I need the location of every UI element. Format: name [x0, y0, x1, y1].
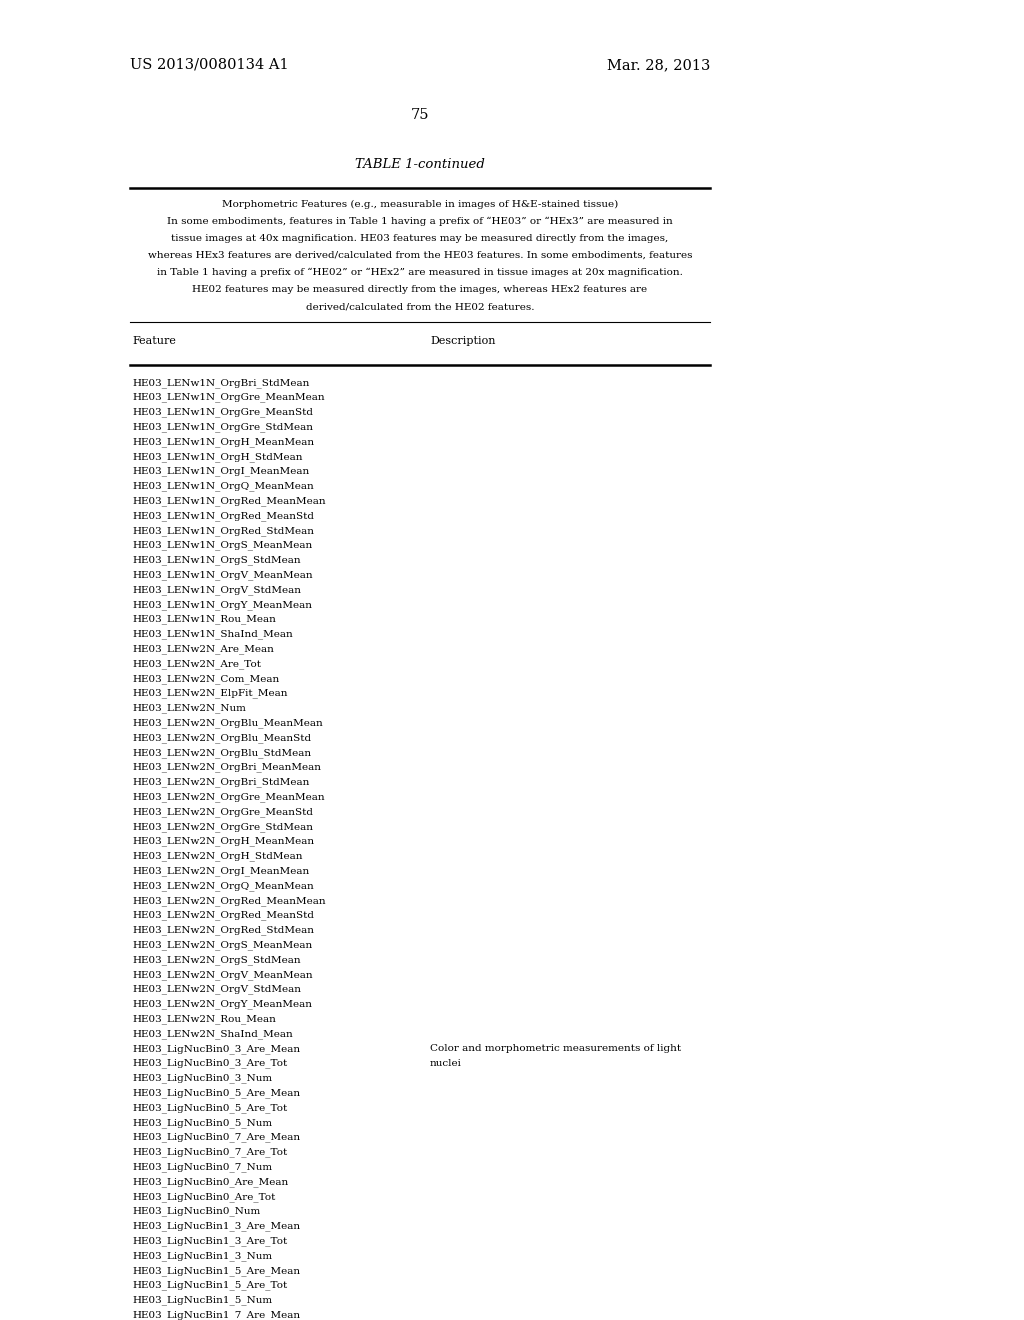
Text: HE03_LENw2N_OrgH_MeanMean: HE03_LENw2N_OrgH_MeanMean — [132, 837, 314, 846]
Text: HE03_LENw2N_ShaInd_Mean: HE03_LENw2N_ShaInd_Mean — [132, 1030, 293, 1039]
Text: HE03_LENw2N_OrgRed_MeanMean: HE03_LENw2N_OrgRed_MeanMean — [132, 896, 326, 906]
Text: HE03_LENw1N_OrgH_MeanMean: HE03_LENw1N_OrgH_MeanMean — [132, 437, 314, 447]
Text: Feature: Feature — [132, 337, 176, 346]
Text: HE03_LigNucBin1_3_Are_Mean: HE03_LigNucBin1_3_Are_Mean — [132, 1221, 300, 1232]
Text: HE03_LENw1N_Rou_Mean: HE03_LENw1N_Rou_Mean — [132, 615, 275, 624]
Text: HE03_LigNucBin0_Are_Mean: HE03_LigNucBin0_Are_Mean — [132, 1177, 288, 1187]
Text: HE02 features may be measured directly from the images, whereas HEx2 features ar: HE02 features may be measured directly f… — [193, 285, 647, 294]
Text: tissue images at 40x magnification. HE03 features may be measured directly from : tissue images at 40x magnification. HE03… — [171, 234, 669, 243]
Text: HE03_LENw1N_OrgS_MeanMean: HE03_LENw1N_OrgS_MeanMean — [132, 541, 312, 550]
Text: HE03_LENw1N_OrgV_StdMean: HE03_LENw1N_OrgV_StdMean — [132, 585, 301, 595]
Text: whereas HEx3 features are derived/calculated from the HE03 features. In some emb: whereas HEx3 features are derived/calcul… — [147, 251, 692, 260]
Text: nuclei: nuclei — [430, 1059, 462, 1068]
Text: HE03_LENw2N_OrgBlu_StdMean: HE03_LENw2N_OrgBlu_StdMean — [132, 748, 311, 758]
Text: Mar. 28, 2013: Mar. 28, 2013 — [606, 58, 710, 73]
Text: HE03_LigNucBin1_3_Are_Tot: HE03_LigNucBin1_3_Are_Tot — [132, 1237, 288, 1246]
Text: HE03_LENw1N_OrgRed_MeanMean: HE03_LENw1N_OrgRed_MeanMean — [132, 496, 326, 506]
Text: derived/calculated from the HE02 features.: derived/calculated from the HE02 feature… — [306, 302, 535, 312]
Text: HE03_LENw2N_Num: HE03_LENw2N_Num — [132, 704, 246, 713]
Text: HE03_LigNucBin0_5_Num: HE03_LigNucBin0_5_Num — [132, 1118, 272, 1127]
Text: HE03_LENw1N_OrgBri_StdMean: HE03_LENw1N_OrgBri_StdMean — [132, 378, 309, 388]
Text: HE03_LigNucBin0_3_Are_Mean: HE03_LigNucBin0_3_Are_Mean — [132, 1044, 300, 1053]
Text: HE03_LigNucBin0_7_Are_Tot: HE03_LigNucBin0_7_Are_Tot — [132, 1147, 288, 1158]
Text: HE03_LENw2N_OrgV_MeanMean: HE03_LENw2N_OrgV_MeanMean — [132, 970, 312, 979]
Text: HE03_LENw2N_OrgGre_MeanStd: HE03_LENw2N_OrgGre_MeanStd — [132, 808, 313, 817]
Text: HE03_LENw2N_OrgGre_MeanMean: HE03_LENw2N_OrgGre_MeanMean — [132, 792, 325, 803]
Text: HE03_LENw2N_Rou_Mean: HE03_LENw2N_Rou_Mean — [132, 1014, 275, 1024]
Text: HE03_LENw1N_OrgRed_MeanStd: HE03_LENw1N_OrgRed_MeanStd — [132, 511, 314, 521]
Text: HE03_LENw2N_OrgY_MeanMean: HE03_LENw2N_OrgY_MeanMean — [132, 999, 312, 1010]
Text: US 2013/0080134 A1: US 2013/0080134 A1 — [130, 58, 289, 73]
Text: HE03_LENw2N_OrgV_StdMean: HE03_LENw2N_OrgV_StdMean — [132, 985, 301, 994]
Text: HE03_LigNucBin1_5_Are_Tot: HE03_LigNucBin1_5_Are_Tot — [132, 1280, 288, 1291]
Text: 75: 75 — [411, 108, 429, 121]
Text: HE03_LENw2N_OrgBlu_MeanStd: HE03_LENw2N_OrgBlu_MeanStd — [132, 733, 311, 743]
Text: Description: Description — [430, 337, 496, 346]
Text: HE03_LENw1N_OrgQ_MeanMean: HE03_LENw1N_OrgQ_MeanMean — [132, 482, 313, 491]
Text: Color and morphometric measurements of light: Color and morphometric measurements of l… — [430, 1044, 681, 1053]
Text: HE03_LigNucBin0_7_Are_Mean: HE03_LigNucBin0_7_Are_Mean — [132, 1133, 300, 1143]
Text: in Table 1 having a prefix of “HE02” or “HEx2” are measured in tissue images at : in Table 1 having a prefix of “HE02” or … — [157, 268, 683, 277]
Text: HE03_LENw1N_OrgY_MeanMean: HE03_LENw1N_OrgY_MeanMean — [132, 601, 312, 610]
Text: HE03_LigNucBin0_3_Num: HE03_LigNucBin0_3_Num — [132, 1073, 272, 1084]
Text: HE03_LENw2N_Are_Mean: HE03_LENw2N_Are_Mean — [132, 644, 273, 655]
Text: HE03_LENw2N_OrgS_StdMean: HE03_LENw2N_OrgS_StdMean — [132, 956, 301, 965]
Text: HE03_LENw2N_OrgH_StdMean: HE03_LENw2N_OrgH_StdMean — [132, 851, 302, 861]
Text: HE03_LENw1N_OrgH_StdMean: HE03_LENw1N_OrgH_StdMean — [132, 451, 302, 462]
Text: HE03_LENw2N_OrgGre_StdMean: HE03_LENw2N_OrgGre_StdMean — [132, 822, 313, 832]
Text: HE03_LENw2N_ElpFit_Mean: HE03_LENw2N_ElpFit_Mean — [132, 689, 288, 698]
Text: HE03_LENw2N_OrgBlu_MeanMean: HE03_LENw2N_OrgBlu_MeanMean — [132, 718, 323, 729]
Text: HE03_LigNucBin1_3_Num: HE03_LigNucBin1_3_Num — [132, 1251, 272, 1261]
Text: HE03_LENw2N_Are_Tot: HE03_LENw2N_Are_Tot — [132, 659, 261, 669]
Text: TABLE 1-continued: TABLE 1-continued — [355, 158, 485, 172]
Text: HE03_LENw2N_OrgBri_MeanMean: HE03_LENw2N_OrgBri_MeanMean — [132, 763, 321, 772]
Text: HE03_LENw2N_OrgBri_StdMean: HE03_LENw2N_OrgBri_StdMean — [132, 777, 309, 787]
Text: HE03_LENw2N_Com_Mean: HE03_LENw2N_Com_Mean — [132, 675, 280, 684]
Text: Morphometric Features (e.g., measurable in images of H&E-stained tissue): Morphometric Features (e.g., measurable … — [222, 201, 618, 209]
Text: HE03_LigNucBin1_5_Are_Mean: HE03_LigNucBin1_5_Are_Mean — [132, 1266, 300, 1275]
Text: HE03_LENw2N_OrgI_MeanMean: HE03_LENw2N_OrgI_MeanMean — [132, 866, 309, 876]
Text: HE03_LigNucBin0_Num: HE03_LigNucBin0_Num — [132, 1206, 260, 1217]
Text: HE03_LENw2N_OrgRed_StdMean: HE03_LENw2N_OrgRed_StdMean — [132, 925, 314, 936]
Text: HE03_LENw1N_OrgGre_MeanStd: HE03_LENw1N_OrgGre_MeanStd — [132, 408, 313, 417]
Text: HE03_LigNucBin0_Are_Tot: HE03_LigNucBin0_Are_Tot — [132, 1192, 275, 1201]
Text: HE03_LigNucBin0_7_Num: HE03_LigNucBin0_7_Num — [132, 1163, 272, 1172]
Text: HE03_LENw1N_OrgGre_MeanMean: HE03_LENw1N_OrgGre_MeanMean — [132, 393, 325, 403]
Text: HE03_LigNucBin0_5_Are_Tot: HE03_LigNucBin0_5_Are_Tot — [132, 1104, 288, 1113]
Text: In some embodiments, features in Table 1 having a prefix of “HE03” or “HEx3” are: In some embodiments, features in Table 1… — [167, 216, 673, 226]
Text: HE03_LigNucBin0_5_Are_Mean: HE03_LigNucBin0_5_Are_Mean — [132, 1089, 300, 1098]
Text: HE03_LENw1N_OrgRed_StdMean: HE03_LENw1N_OrgRed_StdMean — [132, 525, 314, 536]
Text: HE03_LENw2N_OrgRed_MeanStd: HE03_LENw2N_OrgRed_MeanStd — [132, 911, 314, 920]
Text: HE03_LENw1N_ShaInd_Mean: HE03_LENw1N_ShaInd_Mean — [132, 630, 293, 639]
Text: HE03_LENw2N_OrgS_MeanMean: HE03_LENw2N_OrgS_MeanMean — [132, 940, 312, 950]
Text: HE03_LigNucBin0_3_Are_Tot: HE03_LigNucBin0_3_Are_Tot — [132, 1059, 288, 1068]
Text: HE03_LENw1N_OrgS_StdMean: HE03_LENw1N_OrgS_StdMean — [132, 556, 301, 565]
Text: HE03_LENw1N_OrgV_MeanMean: HE03_LENw1N_OrgV_MeanMean — [132, 570, 312, 579]
Text: HE03_LENw2N_OrgQ_MeanMean: HE03_LENw2N_OrgQ_MeanMean — [132, 882, 313, 891]
Text: HE03_LigNucBin1_5_Num: HE03_LigNucBin1_5_Num — [132, 1296, 272, 1305]
Text: HE03_LigNucBin1_7_Are_Mean: HE03_LigNucBin1_7_Are_Mean — [132, 1311, 300, 1320]
Text: HE03_LENw1N_OrgI_MeanMean: HE03_LENw1N_OrgI_MeanMean — [132, 467, 309, 477]
Text: HE03_LENw1N_OrgGre_StdMean: HE03_LENw1N_OrgGre_StdMean — [132, 422, 313, 432]
